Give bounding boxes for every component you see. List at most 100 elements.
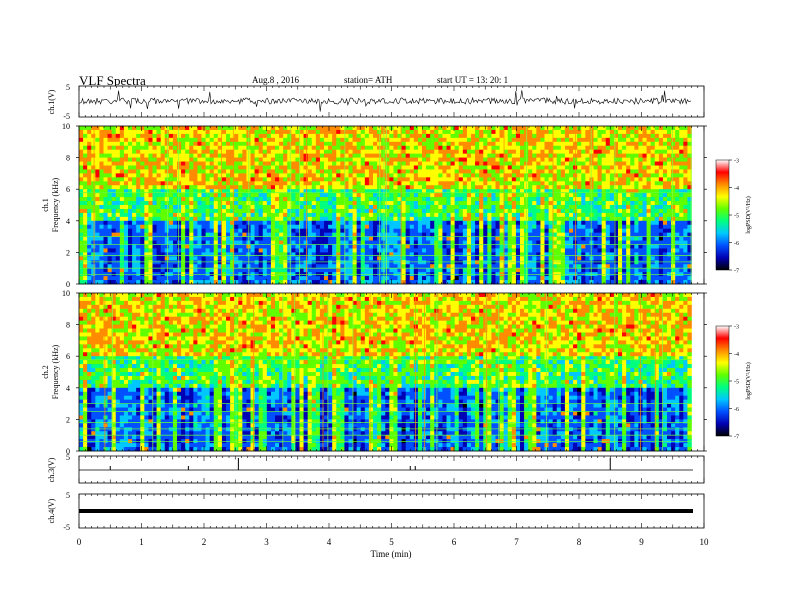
spectrogram-cell: [304, 138, 308, 142]
spectrogram-cell: [671, 245, 675, 249]
spectrogram-cell: [230, 173, 234, 177]
spectrogram-cell: [385, 221, 389, 225]
spectrogram-cell: [447, 221, 451, 225]
spectrogram-cell: [451, 177, 455, 181]
spectrogram-cell: [447, 189, 451, 193]
spectrogram-cell: [442, 185, 446, 189]
spectrogram-cell: [659, 126, 663, 130]
spectrogram-cell: [426, 146, 430, 150]
spectrogram-cell: [536, 177, 540, 181]
spectrogram-cell: [585, 225, 589, 229]
spectrogram-cell: [565, 154, 569, 158]
spectrogram-cell: [585, 252, 589, 256]
spectrogram-cell: [581, 245, 585, 249]
spectrogram-cell: [594, 213, 598, 217]
spectrogram-cell: [251, 177, 255, 181]
spectrogram-cell: [467, 154, 471, 158]
spectrogram-cell: [545, 150, 549, 154]
spectrogram-cell: [647, 189, 651, 193]
spectrogram-cell: [104, 181, 108, 185]
spectrogram-cell: [528, 221, 532, 225]
spectrogram-cell: [610, 201, 614, 205]
spectrogram-cell: [116, 150, 120, 154]
spectrogram-cell: [410, 158, 414, 162]
spectrogram-cell: [471, 209, 475, 213]
spectrogram-cell: [283, 248, 287, 252]
spectrogram-cell: [602, 181, 606, 185]
spectrogram-cell: [202, 245, 206, 249]
spectrogram-cell: [279, 166, 283, 170]
spectrogram-cell: [598, 201, 602, 205]
spectrogram-cell: [451, 158, 455, 162]
spectrogram-cell: [549, 126, 553, 130]
spectrogram-cell: [95, 146, 99, 150]
spectrogram-cell: [193, 169, 197, 173]
spectrogram-cell: [295, 245, 299, 249]
spectrogram-cell: [455, 248, 459, 252]
spectrogram-cell: [148, 245, 152, 249]
spectrogram-cell: [402, 158, 406, 162]
spectrogram-cell: [422, 197, 426, 201]
spectrogram-cell: [516, 181, 520, 185]
spectrogram-cell: [340, 205, 344, 209]
spectrogram-cell: [336, 217, 340, 221]
spectrogram-cell: [83, 217, 87, 221]
spectrogram-cell: [357, 237, 361, 241]
spectrogram-cell: [238, 245, 242, 249]
spectrogram-cell: [83, 181, 87, 185]
spectrogram-cell: [545, 213, 549, 217]
spectrogram-cell: [630, 158, 634, 162]
spectrogram-cell: [222, 134, 226, 138]
spectrogram-cell: [108, 197, 112, 201]
spectrogram-cell: [169, 256, 173, 260]
spectrogram-cell: [471, 252, 475, 256]
spectrogram-cell: [124, 201, 128, 205]
spectrogram-cell: [124, 146, 128, 150]
spectrogram-cell: [569, 173, 573, 177]
spectrogram-cell: [324, 134, 328, 138]
spectrogram-cell: [647, 193, 651, 197]
spectrogram-cell: [565, 229, 569, 233]
spectrogram-cell: [655, 154, 659, 158]
spectrogram-cell: [434, 229, 438, 233]
spectrogram-cell: [626, 126, 630, 130]
spectrogram-cell: [353, 169, 357, 173]
spectrogram-cell: [308, 245, 312, 249]
spectrogram-cell: [385, 201, 389, 205]
spectrogram-cell: [255, 150, 259, 154]
spectrogram-cell: [447, 217, 451, 221]
spectrogram-cell: [238, 177, 242, 181]
spectrogram-cell: [643, 252, 647, 256]
spectrogram-cell: [663, 142, 667, 146]
spectrogram-cell: [651, 213, 655, 217]
spectrogram-cell: [185, 225, 189, 229]
spectrogram-cell: [651, 185, 655, 189]
spectrogram-cell: [545, 237, 549, 241]
spectrogram-cell: [483, 248, 487, 252]
spectrogram-cell: [267, 248, 271, 252]
spectrogram-cell: [263, 162, 267, 166]
spectrogram-cell: [528, 162, 532, 166]
spectrogram-cell: [557, 197, 561, 201]
spectrogram-cell: [128, 213, 132, 217]
spectrogram-cell: [418, 237, 422, 241]
spectrogram-cell: [643, 126, 647, 130]
spectrogram-cell: [459, 169, 463, 173]
spectrogram-cell: [251, 252, 255, 256]
spectrogram-cell: [148, 126, 152, 130]
spectrogram-cell: [83, 150, 87, 154]
spectrogram-cell: [536, 185, 540, 189]
spectrogram-cell: [312, 201, 316, 205]
spectrogram-cell: [414, 205, 418, 209]
spectrogram-cell: [442, 134, 446, 138]
spectrogram-cell: [197, 150, 201, 154]
spectrogram-cell: [679, 252, 683, 256]
spectrogram-cell: [549, 205, 553, 209]
spectrogram-cell: [336, 162, 340, 166]
spectrogram-cell: [471, 158, 475, 162]
spectrogram-cell: [369, 193, 373, 197]
spectrogram-cell: [622, 173, 626, 177]
spectrogram-cell: [316, 205, 320, 209]
spectrogram-cell: [561, 217, 565, 221]
spectrogram-cell: [549, 221, 553, 225]
